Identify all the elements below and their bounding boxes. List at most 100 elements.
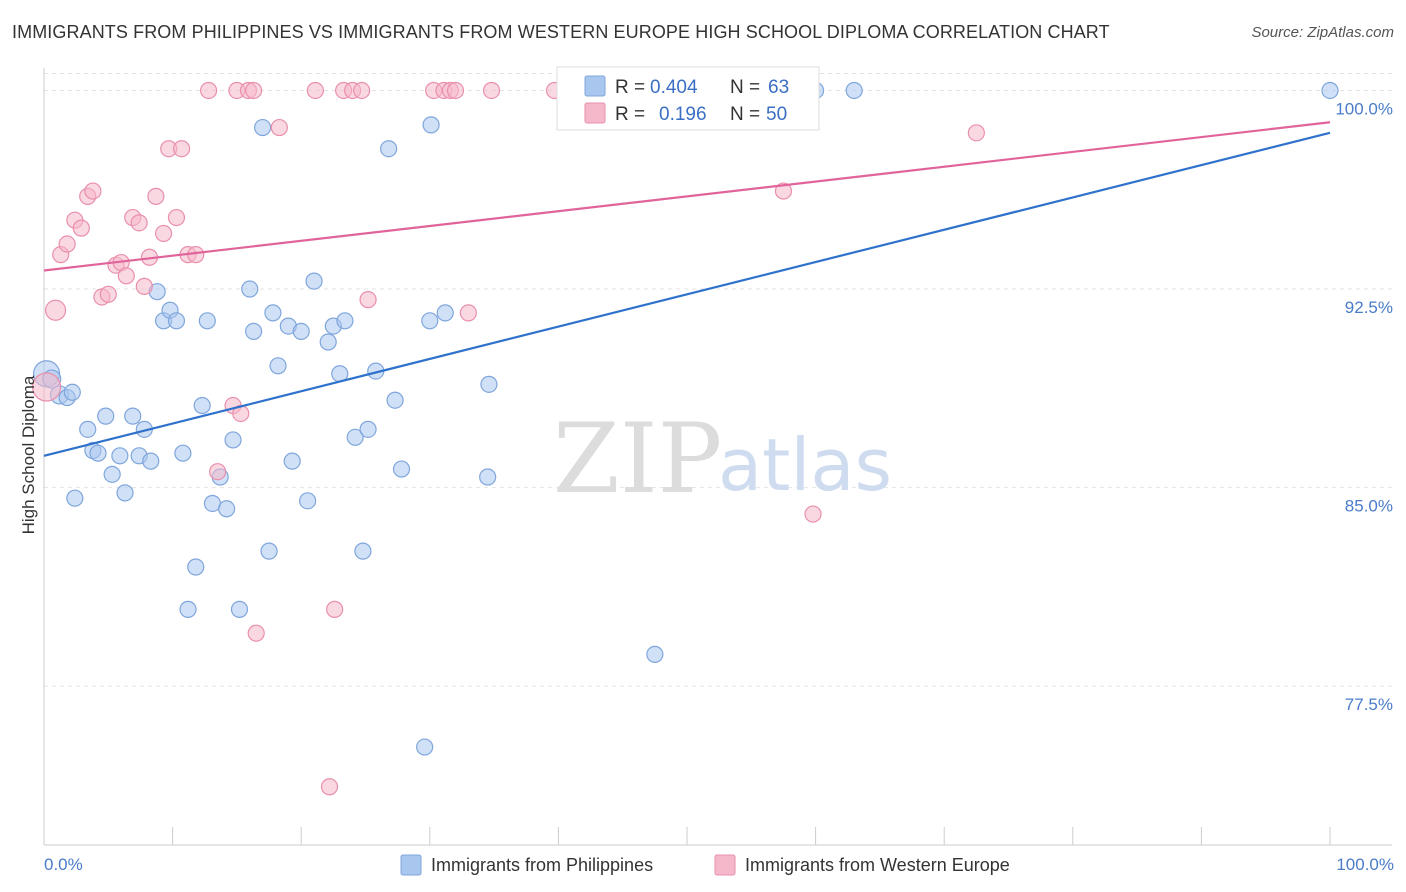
legend-swatch-philippines xyxy=(400,854,422,876)
point-philippines-30 xyxy=(230,600,249,618)
x-tick-label-max: 100.0% xyxy=(1336,855,1394,874)
stats-box: R = 0.404 N = 63 R = 0.196 N = 50 xyxy=(556,66,820,131)
point-philippines-33 xyxy=(254,118,272,137)
watermark-atlas: atlas xyxy=(718,423,892,507)
point-philippines-51 xyxy=(386,391,404,409)
point-philippines-4 xyxy=(63,383,81,401)
point-western-europe-9 xyxy=(99,285,117,303)
stats-swatch-pink xyxy=(584,102,606,124)
point-philippines-42 xyxy=(319,333,337,351)
legend-label-western-europe: Immigrants from Western Europe xyxy=(745,855,1010,875)
point-philippines-9 xyxy=(97,407,115,425)
axes xyxy=(43,68,1392,846)
grid-lines xyxy=(44,72,1392,687)
point-philippines-25 xyxy=(198,312,216,330)
watermark-zip: ZIP xyxy=(553,403,722,515)
point-philippines-40 xyxy=(299,492,317,510)
point-philippines-34 xyxy=(260,542,278,560)
point-philippines-32 xyxy=(245,322,263,340)
point-western-europe-14 xyxy=(130,214,148,232)
stats-pink-n-value: 50 xyxy=(766,104,787,125)
trend-line-western-europe xyxy=(43,121,1331,272)
point-philippines-47 xyxy=(354,542,372,560)
point-philippines-59 xyxy=(646,645,664,663)
point-philippines-48 xyxy=(359,420,377,438)
trend-lines xyxy=(43,121,1331,457)
point-philippines-54 xyxy=(421,312,439,330)
point-philippines-61 xyxy=(845,81,863,100)
point-philippines-6 xyxy=(79,420,97,438)
point-philippines-50 xyxy=(380,140,398,158)
point-philippines-28 xyxy=(218,500,236,518)
point-philippines-23 xyxy=(187,558,205,576)
point-philippines-39 xyxy=(292,322,310,340)
point-philippines-11 xyxy=(111,447,129,465)
data-points xyxy=(31,81,1339,796)
stats-blue-n-value: 63 xyxy=(768,77,789,98)
point-western-europe-38 xyxy=(353,81,371,100)
point-western-europe-43 xyxy=(446,81,465,100)
y-tick-labels: 100.0% 92.5% 85.0% 77.5% xyxy=(1335,99,1393,714)
point-western-europe-21 xyxy=(173,140,191,158)
stats-blue-r-value: 0.404 xyxy=(650,77,698,98)
point-philippines-58 xyxy=(480,375,498,393)
legend-swatch-western-europe xyxy=(714,854,736,876)
point-western-europe-17 xyxy=(147,187,165,205)
y-tick-label-0: 100.0% xyxy=(1335,99,1393,118)
point-philippines-38 xyxy=(283,452,301,470)
point-philippines-31 xyxy=(241,280,259,298)
point-western-europe-39 xyxy=(359,291,377,309)
point-philippines-56 xyxy=(436,304,454,322)
point-western-europe-49 xyxy=(967,124,985,142)
point-western-europe-44 xyxy=(459,304,477,322)
trend-line-philippines xyxy=(43,131,1331,457)
point-western-europe-12 xyxy=(117,267,135,285)
stats-swatch-blue xyxy=(584,75,606,97)
point-philippines-46 xyxy=(346,428,364,446)
point-western-europe-20 xyxy=(167,208,186,227)
point-philippines-29 xyxy=(224,431,242,449)
point-philippines-13 xyxy=(124,407,142,425)
stats-pink-r-label: R = xyxy=(615,104,645,125)
watermark: ZIP atlas xyxy=(553,403,892,515)
point-western-europe-3 xyxy=(58,235,76,253)
point-philippines-45 xyxy=(336,312,354,330)
point-philippines-35 xyxy=(264,304,282,322)
point-western-europe-33 xyxy=(306,81,324,100)
y-tick-label-2: 85.0% xyxy=(1345,497,1393,516)
point-philippines-57 xyxy=(479,468,497,486)
point-philippines-20 xyxy=(167,312,186,330)
legend: Immigrants from Philippines Immigrants f… xyxy=(400,854,1010,876)
point-western-europe-30 xyxy=(245,81,263,100)
point-philippines-21 xyxy=(174,444,192,462)
point-philippines-12 xyxy=(116,484,134,502)
chart-title: IMMIGRANTS FROM PHILIPPINES VS IMMIGRANT… xyxy=(12,22,1110,42)
point-western-europe-34 xyxy=(320,778,339,796)
x-tick-label-min: 0.0% xyxy=(44,855,83,874)
point-western-europe-1 xyxy=(44,299,67,321)
point-western-europe-0 xyxy=(31,372,62,402)
point-western-europe-25 xyxy=(209,463,227,481)
point-western-europe-31 xyxy=(247,624,265,642)
point-western-europe-35 xyxy=(326,600,344,618)
point-western-europe-7 xyxy=(84,182,102,200)
point-philippines-24 xyxy=(193,396,211,415)
point-western-europe-32 xyxy=(270,118,288,137)
stats-blue-n-label: N = xyxy=(730,77,760,98)
point-philippines-53 xyxy=(416,738,434,756)
point-western-europe-48 xyxy=(804,505,822,523)
point-philippines-52 xyxy=(392,460,411,478)
point-philippines-16 xyxy=(142,452,160,470)
stats-blue-r-label: R = xyxy=(615,77,645,98)
y-tick-label-1: 92.5% xyxy=(1345,298,1393,317)
y-tick-label-3: 77.5% xyxy=(1345,695,1393,714)
point-philippines-41 xyxy=(305,272,323,290)
point-western-europe-5 xyxy=(72,219,90,237)
chart-source: Source: ZipAtlas.com xyxy=(1251,24,1394,41)
y-axis-label: High School Diploma xyxy=(19,375,38,534)
point-philippines-10 xyxy=(103,465,121,483)
point-philippines-36 xyxy=(269,357,287,375)
point-philippines-22 xyxy=(179,600,197,618)
stats-pink-r-value: 0.196 xyxy=(659,104,707,125)
